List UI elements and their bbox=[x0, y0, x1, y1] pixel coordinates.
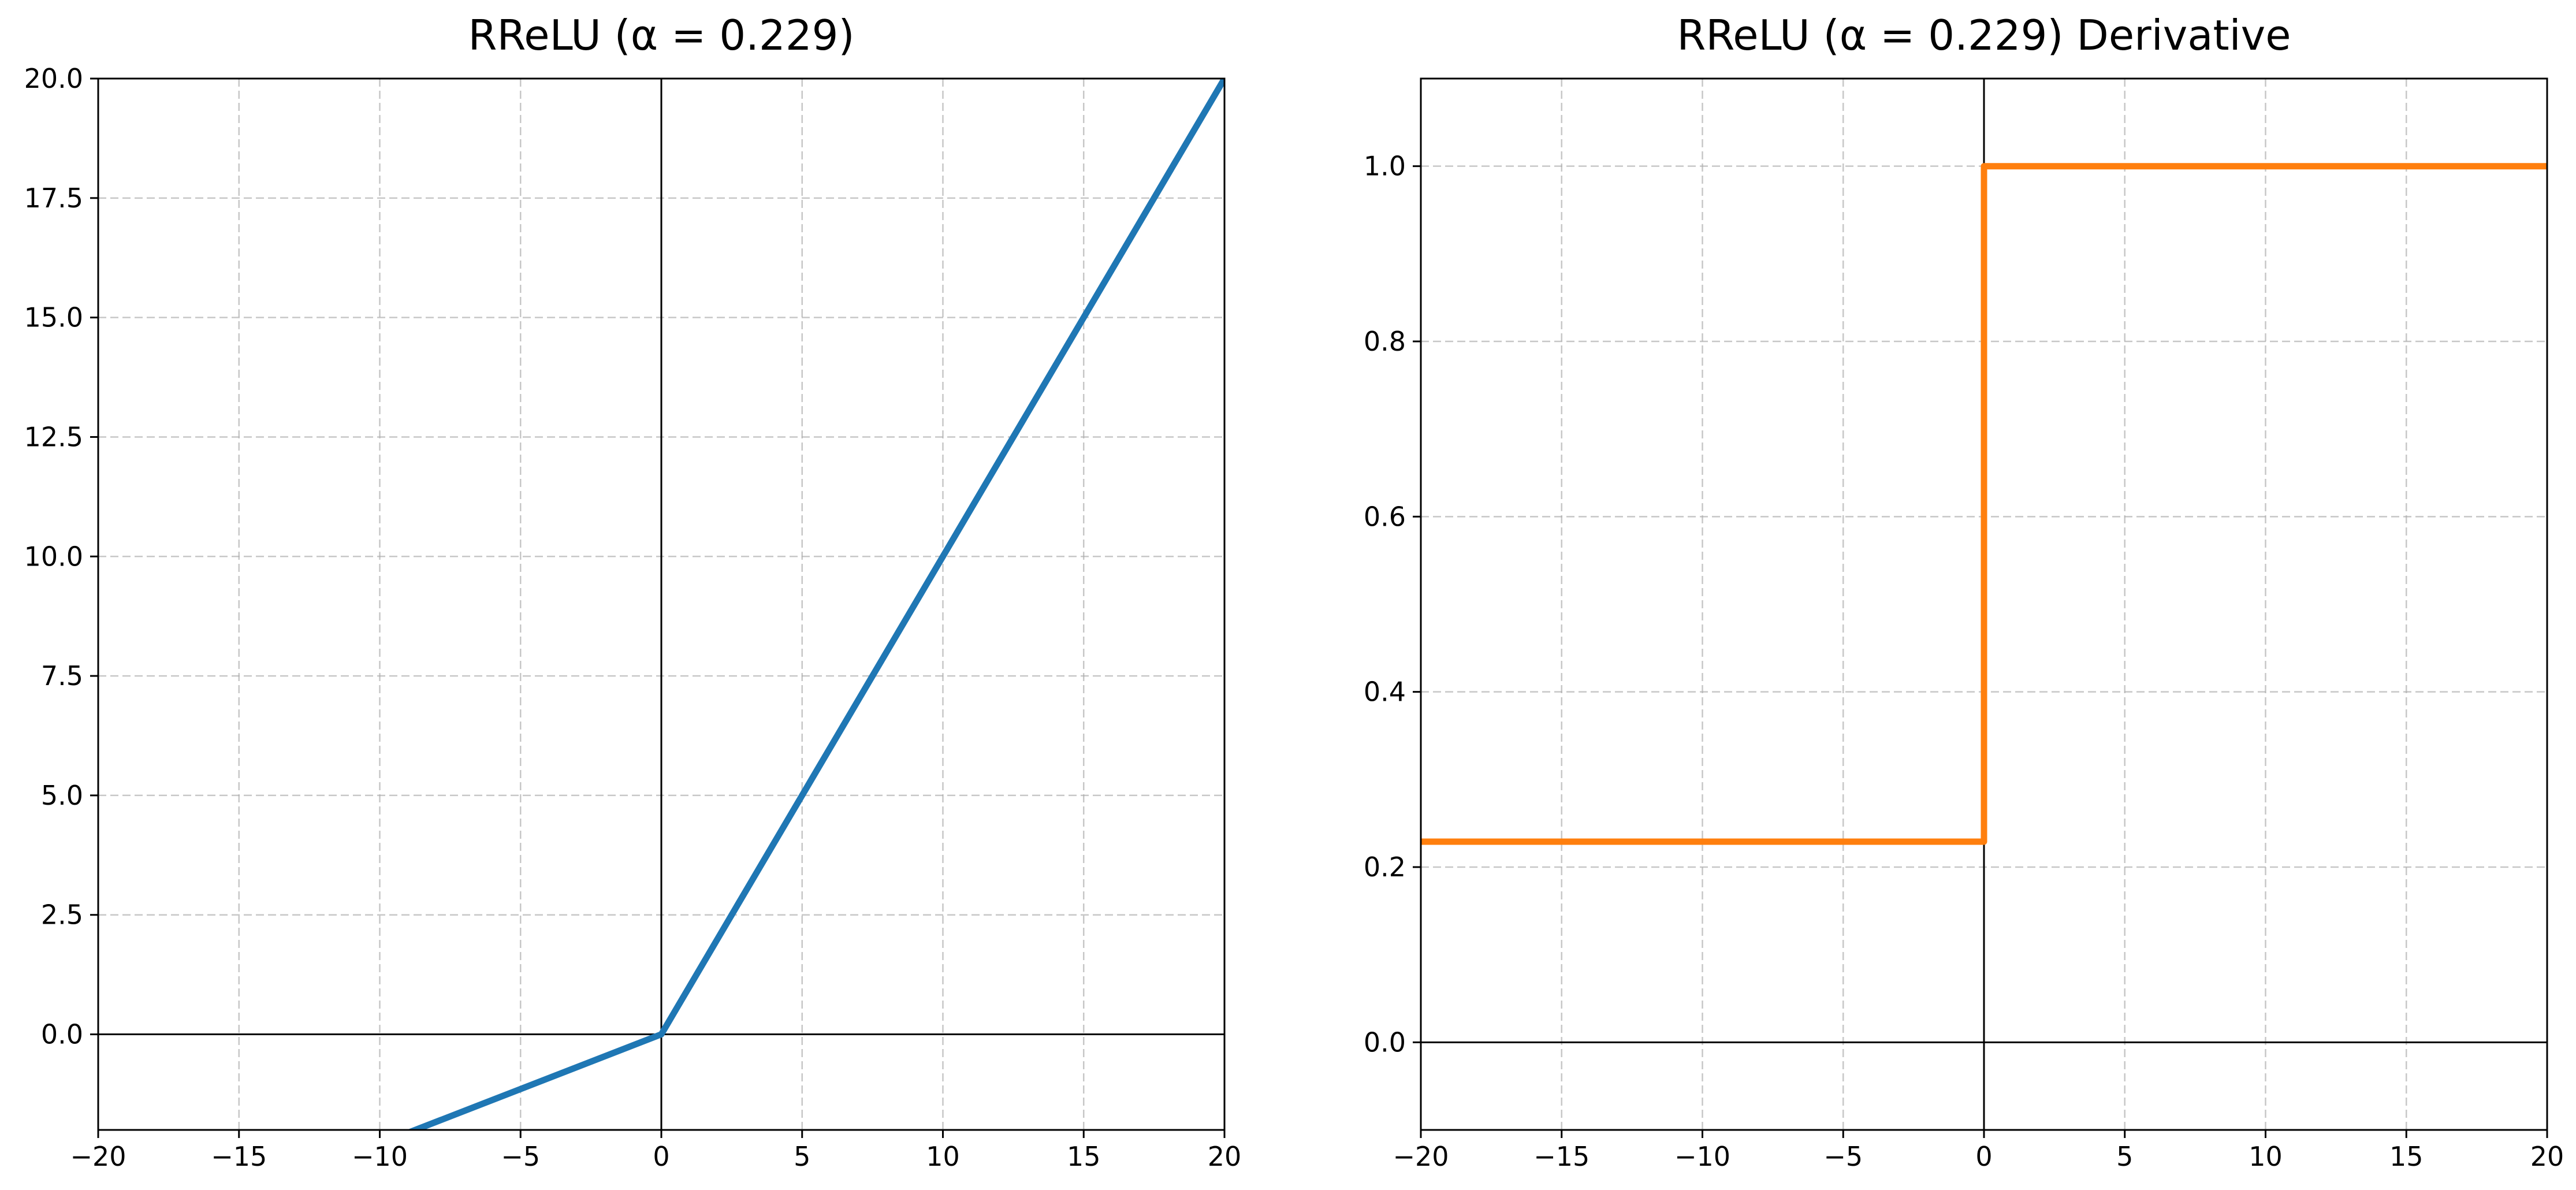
x-tick-label-7: 15 bbox=[2389, 1141, 2424, 1172]
x-tick-label-2: −10 bbox=[352, 1141, 408, 1172]
y-tick-label-0: 0.0 bbox=[41, 1019, 83, 1050]
y-tick-label-5: 1.0 bbox=[1364, 151, 1406, 182]
x-tick-label-6: 10 bbox=[926, 1141, 960, 1172]
y-tick-label-1: 2.5 bbox=[41, 899, 83, 931]
y-tick-label-0: 0.0 bbox=[1364, 1027, 1406, 1058]
y-tick-label-8: 20.0 bbox=[24, 63, 83, 94]
y-tick-label-3: 7.5 bbox=[41, 660, 83, 691]
x-tick-label-6: 10 bbox=[2249, 1141, 2283, 1172]
y-tick-label-2: 5.0 bbox=[41, 780, 83, 811]
chart-title: RReLU (α = 0.229) Derivative bbox=[1677, 11, 2291, 60]
y-tick-label-4: 10.0 bbox=[24, 541, 83, 572]
y-tick-label-7: 17.5 bbox=[24, 183, 83, 214]
x-tick-label-0: −20 bbox=[70, 1141, 126, 1172]
x-tick-label-1: −15 bbox=[211, 1141, 267, 1172]
chart-panel-2: −20 −15 −10 −5 0 5 10 15 20 0.0 0.2 0.4 0.6 0.8 1.0 RRe… bbox=[1364, 11, 2564, 1172]
y-tick-label-2: 0.4 bbox=[1364, 676, 1406, 708]
x-tick-label-7: 15 bbox=[1067, 1141, 1101, 1172]
x-tick-label-5: 5 bbox=[2116, 1141, 2133, 1172]
x-tick-label-3: −5 bbox=[501, 1141, 540, 1172]
x-tick-label-4: 0 bbox=[1975, 1141, 1992, 1172]
chart-title: RReLU (α = 0.229) bbox=[468, 11, 854, 60]
x-tick-label-8: 20 bbox=[2530, 1141, 2564, 1172]
y-tick-label-3: 0.6 bbox=[1364, 501, 1406, 532]
x-tick-label-0: −20 bbox=[1393, 1141, 1449, 1172]
x-tick-label-5: 5 bbox=[794, 1141, 810, 1172]
y-tick-label-1: 0.2 bbox=[1364, 851, 1406, 883]
series-line-1 bbox=[406, 79, 1224, 1130]
x-tick-label-3: −5 bbox=[1823, 1141, 1863, 1172]
series-line-1 bbox=[1421, 163, 2547, 845]
y-tick-label-4: 0.8 bbox=[1364, 326, 1406, 357]
y-tick-label-5: 12.5 bbox=[24, 421, 83, 452]
x-tick-label-4: 0 bbox=[653, 1141, 669, 1172]
y-tick-label-6: 15.0 bbox=[24, 302, 83, 333]
x-tick-label-2: −10 bbox=[1674, 1141, 1730, 1172]
x-tick-label-1: −15 bbox=[1533, 1141, 1589, 1172]
chart-panel-1: −20 −15 −10 −5 0 5 10 15 20 0.0 2.5 5.0 7.5 10.0 12.5 1… bbox=[24, 11, 1242, 1172]
x-tick-label-8: 20 bbox=[1208, 1141, 1242, 1172]
